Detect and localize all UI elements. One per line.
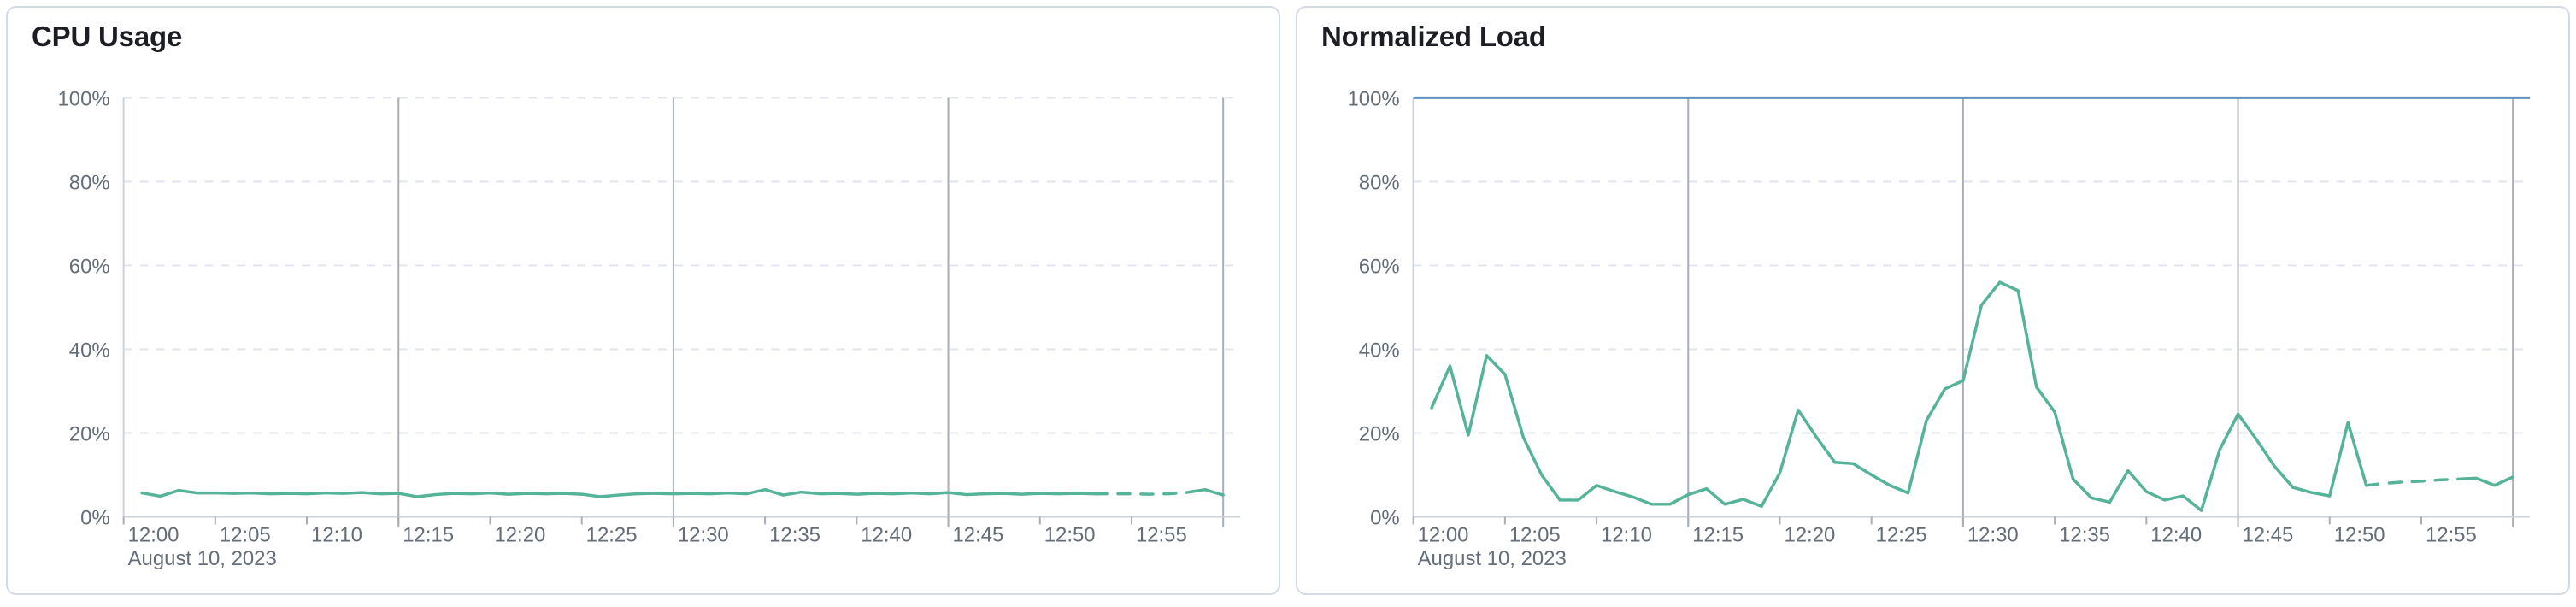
cpu-usage-line bbox=[140, 487, 1097, 498]
panel-cpu-usage: CPU Usage 0% 20% 40% 60% 80% 100% 12:00 12:05 12… bbox=[6, 6, 1280, 595]
x-axis-tick-label: 12:35 bbox=[2059, 523, 2110, 546]
normalized-load-line-dashed bbox=[2364, 477, 2460, 487]
chart-title-normalized-load: Normalized Load bbox=[1321, 21, 1546, 52]
normalized-load-line bbox=[2456, 475, 2514, 487]
y-axis-tick-label: 20% bbox=[69, 422, 110, 445]
x-axis-date-label: August 10, 2023 bbox=[128, 547, 277, 570]
x-axis-tick-label: 12:10 bbox=[311, 523, 362, 546]
x-axis-tick-label: 12:45 bbox=[2243, 523, 2294, 546]
x-axis-tick-label: 12:55 bbox=[2426, 523, 2477, 546]
x-axis-tick-label: 12:15 bbox=[403, 523, 454, 546]
y-axis-tick-label: 0% bbox=[1370, 507, 1400, 530]
y-axis-tick-label: 0% bbox=[80, 507, 110, 530]
y-axis-tick-label: 80% bbox=[1359, 171, 1400, 194]
x-axis-tick-label: 12:35 bbox=[769, 523, 820, 546]
x-axis-tick-label: 12:30 bbox=[678, 523, 729, 546]
y-axis-tick-label: 100% bbox=[58, 87, 110, 110]
cpu-usage-line bbox=[1185, 487, 1225, 497]
x-axis-tick-label: 12:15 bbox=[1692, 523, 1744, 546]
x-axis-tick-label: 12:40 bbox=[861, 523, 912, 546]
x-axis-tick-label: 12:50 bbox=[2334, 523, 2385, 546]
x-axis-tick-label: 12:05 bbox=[220, 523, 271, 546]
x-axis-tick-label: 12:45 bbox=[953, 523, 1004, 546]
x-axis-tick-label: 12:55 bbox=[1136, 523, 1187, 546]
y-axis-tick-label: 60% bbox=[69, 255, 110, 278]
y-axis-tick-label: 100% bbox=[1348, 87, 1400, 110]
x-axis-tick-label: 12:10 bbox=[1601, 523, 1652, 546]
x-axis-tick-label: 12:25 bbox=[1876, 523, 1927, 546]
y-axis-tick-label: 60% bbox=[1359, 255, 1400, 278]
cpu-usage-chart[interactable]: 0% 20% 40% 60% 80% 100% 12:00 12:05 12:10 12:15 12… bbox=[8, 8, 1279, 593]
x-axis-tick-label: 12:50 bbox=[1044, 523, 1096, 546]
x-axis-tick-label: 12:00 bbox=[128, 523, 179, 546]
x-axis-tick-label: 12:20 bbox=[1784, 523, 1835, 546]
x-axis-tick-label: 12:25 bbox=[586, 523, 638, 546]
y-axis-tick-label: 80% bbox=[69, 171, 110, 194]
panel-normalized-load: Normalized Load 0% 20% 40% 60% 80% 100% 12:00 1… bbox=[1296, 6, 2570, 595]
chart-title-cpu-usage: CPU Usage bbox=[32, 21, 183, 52]
y-axis-tick-label: 40% bbox=[69, 339, 110, 362]
x-axis-date-label: August 10, 2023 bbox=[1418, 547, 1567, 570]
x-axis-tick-label: 12:40 bbox=[2150, 523, 2202, 546]
y-axis-tick-label: 40% bbox=[1359, 339, 1400, 362]
normalized-load-line bbox=[1430, 280, 2368, 512]
x-axis-tick-label: 12:00 bbox=[1418, 523, 1469, 546]
x-axis-tick-label: 12:05 bbox=[1509, 523, 1561, 546]
x-axis-tick-label: 12:20 bbox=[494, 523, 545, 546]
cpu-usage-line-dashed bbox=[1093, 491, 1189, 496]
x-axis-tick-label: 12:30 bbox=[1967, 523, 2019, 546]
normalized-load-chart[interactable]: 0% 20% 40% 60% 80% 100% 12:00 12:05 12:10 12:15 12… bbox=[1297, 8, 2568, 593]
y-axis-tick-label: 20% bbox=[1359, 422, 1400, 445]
